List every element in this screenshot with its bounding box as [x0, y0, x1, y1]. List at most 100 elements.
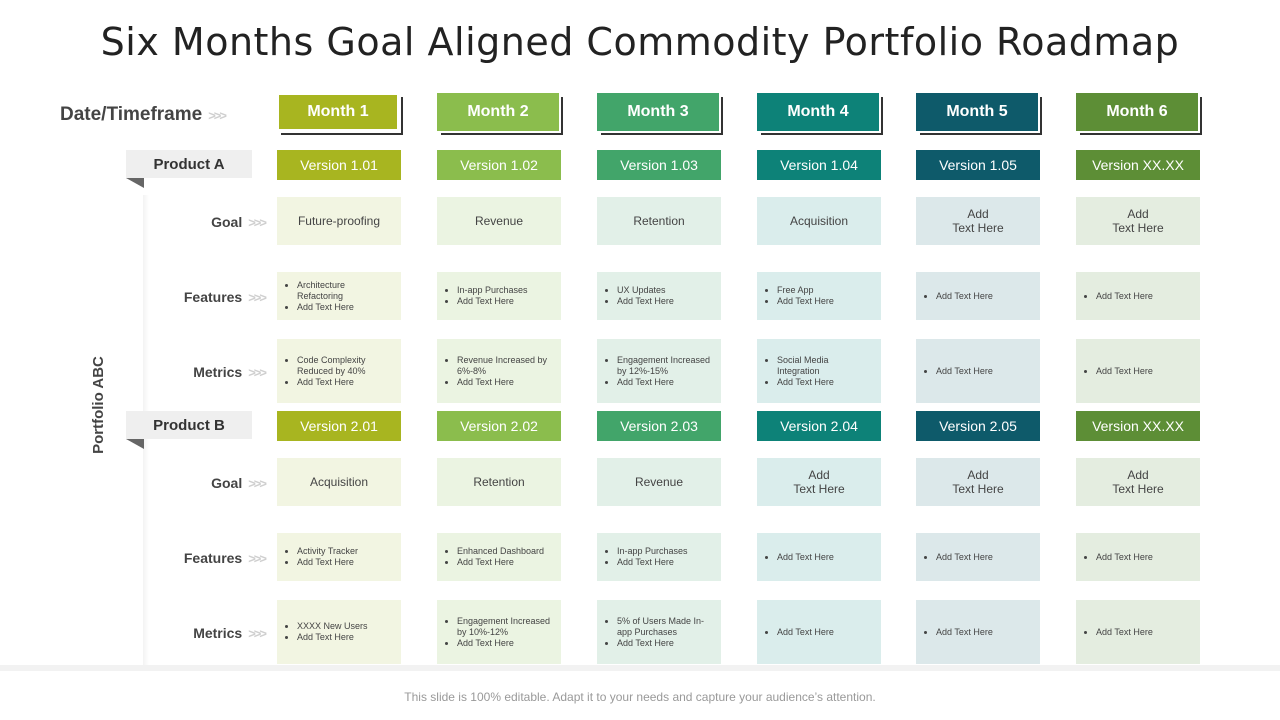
list-item: Add Text Here — [1096, 291, 1192, 302]
goal-cell: Add Text Here — [757, 458, 881, 506]
row-label-metrics: Metrics >>> — [150, 362, 267, 382]
list-item: Add Text Here — [936, 552, 1032, 563]
goal-text: Revenue — [635, 475, 683, 489]
list-item: Add Text Here — [936, 627, 1032, 638]
goal-text-line: Retention — [473, 475, 525, 489]
month-header-1: Month 1 — [277, 93, 399, 131]
bullet-list: Add Text Here — [1086, 627, 1192, 638]
list-item: In-app Purchases — [457, 285, 553, 296]
goal-text-line: Text Here — [1112, 482, 1164, 496]
bullet-list: Add Text Here — [926, 291, 1032, 302]
list-item: Add Text Here — [457, 638, 553, 649]
goal-text: Add Text Here — [952, 468, 1003, 496]
portfolio-label: Portfolio ABC — [90, 356, 107, 454]
list-item: Engagement Increased by 10%-12% — [457, 616, 553, 638]
goal-cell: Add Text Here — [1076, 197, 1200, 245]
list-item: Activity Tracker — [297, 546, 393, 557]
goal-text: Retention — [633, 214, 684, 228]
date-timeframe-label: Date/Timeframe >>> — [60, 104, 260, 126]
chevron-right-icon: >>> — [248, 364, 267, 380]
version-badge: Version 1.01 — [277, 150, 401, 180]
metrics-cell: Social Media IntegrationAdd Text Here — [757, 339, 881, 403]
version-badge: Version XX.XX — [1076, 411, 1200, 441]
goal-text-line: Text Here — [952, 221, 1004, 235]
goal-cell: Add Text Here — [916, 197, 1040, 245]
product-label: Product A — [126, 150, 252, 178]
bullet-list: Engagement Increased by 12%-15%Add Text … — [607, 355, 713, 388]
goal-text-line: Add — [967, 468, 989, 482]
metrics-cell: Engagement Increased by 12%-15%Add Text … — [597, 339, 721, 403]
goal-cell: Acquisition — [277, 458, 401, 506]
goal-cell: Add Text Here — [1076, 458, 1200, 506]
list-item: Add Text Here — [936, 366, 1032, 377]
version-badge: Version 1.05 — [916, 150, 1040, 180]
goal-text-line: Add — [1127, 207, 1149, 221]
list-item: Add Text Here — [297, 557, 393, 568]
bullet-list: Add Text Here — [926, 552, 1032, 563]
goal-text: Add Text Here — [1112, 468, 1163, 496]
list-item: Add Text Here — [617, 557, 713, 568]
goal-text-line: Retention — [633, 214, 685, 228]
bullet-list: Add Text Here — [767, 627, 873, 638]
goal-text-line: Add — [1127, 468, 1149, 482]
chevron-right-icon: >>> — [248, 625, 267, 641]
chevron-right-icon: >>> — [248, 475, 267, 491]
features-cell: UX UpdatesAdd Text Here — [597, 272, 721, 320]
metrics-cell: Code Complexity Reduced by 40%Add Text H… — [277, 339, 401, 403]
bottom-divider — [0, 665, 1280, 671]
chevron-right-icon: >>> — [248, 289, 267, 305]
metrics-cell: Revenue Increased by 6%-8%Add Text Here — [437, 339, 561, 403]
goal-text-line: Add — [808, 468, 830, 482]
features-cell: Add Text Here — [916, 272, 1040, 320]
features-cell: Add Text Here — [1076, 533, 1200, 581]
list-item: Engagement Increased by 12%-15% — [617, 355, 713, 377]
list-item: Social Media Integration — [777, 355, 873, 377]
chevron-right-icon: >>> — [208, 107, 227, 123]
month-header-3: Month 3 — [597, 93, 719, 131]
product-tab-triangle — [126, 178, 144, 188]
version-badge: Version 2.03 — [597, 411, 721, 441]
features-cell: Add Text Here — [757, 533, 881, 581]
bullet-list: Architecture RefactoringAdd Text Here — [287, 280, 393, 313]
goal-text-line: Future-proofing — [297, 214, 381, 228]
goal-text-line: Acquisition — [309, 475, 369, 489]
list-item: Add Text Here — [617, 296, 713, 307]
goal-text: Acquisition — [790, 214, 848, 228]
list-item: Add Text Here — [936, 291, 1032, 302]
metrics-cell: Add Text Here — [916, 600, 1040, 664]
features-cell: In-app PurchasesAdd Text Here — [437, 272, 561, 320]
list-item: Add Text Here — [1096, 627, 1192, 638]
row-label-text: Goal — [211, 214, 243, 230]
metrics-cell: 5% of Users Made In-app PurchasesAdd Tex… — [597, 600, 721, 664]
month-header-4: Month 4 — [757, 93, 879, 131]
list-item: In-app Purchases — [617, 546, 713, 557]
goal-text: Add Text Here — [1112, 207, 1163, 235]
version-badge: Version 2.05 — [916, 411, 1040, 441]
list-item: Add Text Here — [777, 296, 873, 307]
row-label-text: Metrics — [193, 364, 243, 380]
row-label-text: Metrics — [193, 625, 243, 641]
goal-text: Future-proofing — [298, 214, 380, 228]
bullet-list: Add Text Here — [767, 552, 873, 563]
metrics-cell: XXXX New UsersAdd Text Here — [277, 600, 401, 664]
bullet-list: Social Media IntegrationAdd Text Here — [767, 355, 873, 388]
bullet-list: 5% of Users Made In-app PurchasesAdd Tex… — [607, 616, 713, 649]
goal-cell: Add Text Here — [916, 458, 1040, 506]
goal-text: Add Text Here — [952, 207, 1003, 235]
version-badge: Version 2.02 — [437, 411, 561, 441]
month-header-6: Month 6 — [1076, 93, 1198, 131]
metrics-cell: Add Text Here — [1076, 600, 1200, 664]
goal-text-line: Text Here — [793, 482, 845, 496]
product-tab-triangle — [126, 439, 144, 449]
metrics-cell: Engagement Increased by 10%-12%Add Text … — [437, 600, 561, 664]
list-item: Add Text Here — [617, 377, 713, 388]
page-title: Six Months Goal Aligned Commodity Portfo… — [100, 20, 1180, 64]
list-item: Add Text Here — [297, 302, 393, 313]
bullet-list: XXXX New UsersAdd Text Here — [287, 621, 393, 643]
features-cell: Architecture RefactoringAdd Text Here — [277, 272, 401, 320]
list-item: Add Text Here — [457, 557, 553, 568]
bullet-list: Code Complexity Reduced by 40%Add Text H… — [287, 355, 393, 388]
list-item: Add Text Here — [1096, 552, 1192, 563]
list-item: Add Text Here — [457, 296, 553, 307]
list-item: Revenue Increased by 6%-8% — [457, 355, 553, 377]
